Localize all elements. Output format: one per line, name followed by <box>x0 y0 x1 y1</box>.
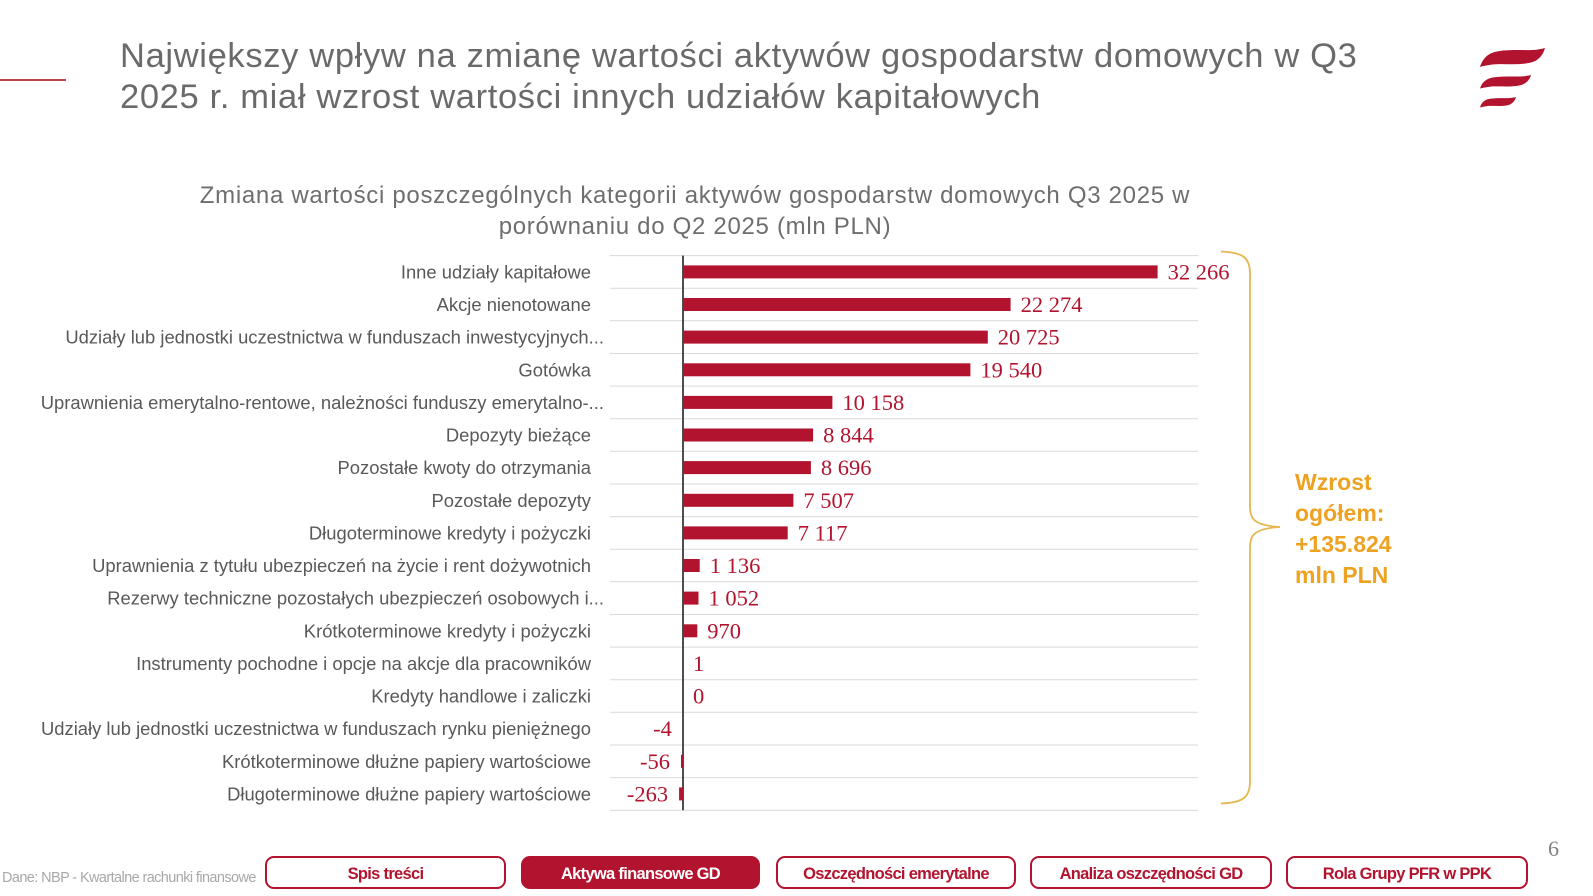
svg-text:Uprawnienia emerytalno-rentowe: Uprawnienia emerytalno-rentowe, należnoś… <box>41 392 604 413</box>
svg-text:Pozostałe depozyty: Pozostałe depozyty <box>432 490 592 511</box>
svg-text:1 136: 1 136 <box>710 553 761 578</box>
svg-text:970: 970 <box>707 618 741 643</box>
svg-text:Krótkoterminowe dłużne papiery: Krótkoterminowe dłużne papiery wartościo… <box>222 751 591 772</box>
svg-text:7 117: 7 117 <box>798 520 848 545</box>
svg-text:-263: -263 <box>627 781 668 806</box>
svg-text:Krótkoterminowe kredyty i poży: Krótkoterminowe kredyty i pożyczki <box>304 620 591 641</box>
svg-text:-4: -4 <box>653 716 672 741</box>
svg-text:Długoterminowe kredyty i pożyc: Długoterminowe kredyty i pożyczki <box>309 522 591 543</box>
svg-text:1 052: 1 052 <box>709 586 760 611</box>
svg-text:-56: -56 <box>640 749 670 774</box>
svg-text:20 725: 20 725 <box>998 325 1060 350</box>
svg-text:8 844: 8 844 <box>823 423 874 448</box>
svg-text:0: 0 <box>693 684 704 709</box>
svg-text:Uprawnienia z tytułu ubezpiecz: Uprawnienia z tytułu ubezpieczeń na życi… <box>92 555 591 576</box>
svg-text:Depozyty bieżące: Depozyty bieżące <box>446 425 591 446</box>
svg-text:Kredyty handlowe i zaliczki: Kredyty handlowe i zaliczki <box>371 686 591 707</box>
svg-text:Inne udziały kapitałowe: Inne udziały kapitałowe <box>401 261 591 282</box>
svg-text:Pozostałe kwoty do otrzymania: Pozostałe kwoty do otrzymania <box>338 457 592 478</box>
svg-text:32 266: 32 266 <box>1168 259 1230 284</box>
svg-text:22 274: 22 274 <box>1021 292 1083 317</box>
svg-text:1: 1 <box>693 651 704 676</box>
svg-text:8 696: 8 696 <box>821 455 872 480</box>
svg-text:Udziały lub jednostki uczestni: Udziały lub jednostki uczestnictwa w fun… <box>41 718 591 739</box>
svg-text:10 158: 10 158 <box>842 390 904 415</box>
svg-text:Udziały lub jednostki uczestni: Udziały lub jednostki uczestnictwa w fun… <box>65 327 604 348</box>
svg-text:7 507: 7 507 <box>803 488 854 513</box>
svg-text:Długoterminowe dłużne papiery: Długoterminowe dłużne papiery wartościow… <box>227 783 591 804</box>
svg-text:Instrumenty pochodne i opcje n: Instrumenty pochodne i opcje na akcje dl… <box>136 653 592 674</box>
svg-text:19 540: 19 540 <box>980 357 1042 382</box>
svg-text:Gotówka: Gotówka <box>518 359 591 380</box>
svg-text:Rezerwy techniczne pozostałych: Rezerwy techniczne pozostałych ubezpiecz… <box>107 588 604 609</box>
svg-text:Akcje nienotowane: Akcje nienotowane <box>437 294 591 315</box>
